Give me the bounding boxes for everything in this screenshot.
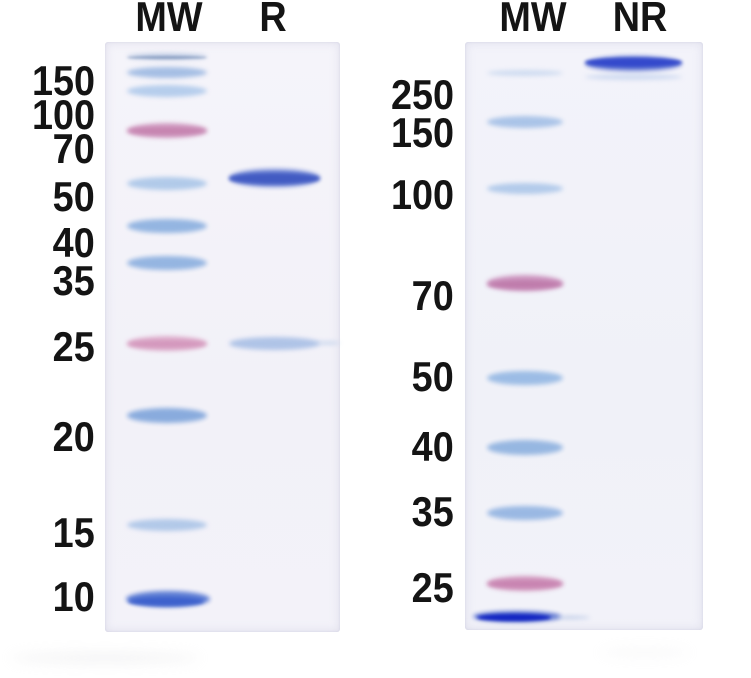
gel-band xyxy=(127,176,207,190)
marker-label-35: 35 xyxy=(411,488,454,535)
gel-band xyxy=(128,596,204,606)
marker-label-25: 25 xyxy=(52,323,95,370)
gel-band xyxy=(229,172,320,184)
marker-label-150: 150 xyxy=(390,109,454,156)
gel-band xyxy=(127,519,207,531)
marker-label-70: 70 xyxy=(411,272,454,319)
marker-label-40: 40 xyxy=(52,219,95,266)
gel-band xyxy=(487,182,563,194)
marker-label-25: 25 xyxy=(411,564,454,611)
gel-panel-reduced xyxy=(105,42,340,632)
gel-band xyxy=(585,57,682,67)
gel-band xyxy=(127,85,207,97)
gel-band xyxy=(487,506,563,520)
lane-header-mw-nonreduced: MW xyxy=(499,0,567,40)
gel-band xyxy=(127,127,207,135)
marker-label-100: 100 xyxy=(390,171,454,218)
marker-label-35: 35 xyxy=(52,257,95,304)
marker-label-50: 50 xyxy=(411,353,454,400)
marker-label-column-left: 150 100 70 50 40 35 25 20 15 10 xyxy=(0,0,95,678)
marker-label-15: 15 xyxy=(52,509,95,556)
marker-label-40: 40 xyxy=(411,423,454,470)
gel-band xyxy=(127,66,207,78)
lane-header-mw-reduced: MW xyxy=(135,0,203,40)
marker-label-100: 100 xyxy=(31,91,95,138)
gel-band xyxy=(487,371,563,385)
marker-label-70: 70 xyxy=(52,125,95,172)
gel-band xyxy=(477,613,551,621)
marker-label-250: 250 xyxy=(390,71,454,118)
gel-band xyxy=(127,256,207,270)
gel-band xyxy=(229,336,320,350)
gel-band xyxy=(585,74,682,80)
marker-label-20: 20 xyxy=(52,413,95,460)
gel-band xyxy=(487,439,563,455)
scan-smudge xyxy=(10,652,200,664)
gel-band xyxy=(487,580,563,588)
marker-label-50: 50 xyxy=(52,173,95,220)
gel-band xyxy=(487,70,563,76)
gel-panel-nonreduced xyxy=(465,42,703,630)
gel-band xyxy=(127,407,207,423)
gel-band xyxy=(487,116,563,128)
gel-band xyxy=(127,55,207,59)
gel-band xyxy=(127,340,207,348)
marker-label-150: 150 xyxy=(31,57,95,104)
scan-smudge xyxy=(600,648,690,657)
lane-header-nr: NR xyxy=(612,0,668,40)
gel-band xyxy=(550,615,590,619)
marker-label-column-right: 250 150 100 70 50 40 35 25 xyxy=(304,0,454,678)
gel-band xyxy=(315,341,340,345)
marker-label-10: 10 xyxy=(52,573,95,620)
gel-band xyxy=(127,219,207,233)
lane-header-r: R xyxy=(259,0,287,40)
gel-band xyxy=(487,279,563,289)
